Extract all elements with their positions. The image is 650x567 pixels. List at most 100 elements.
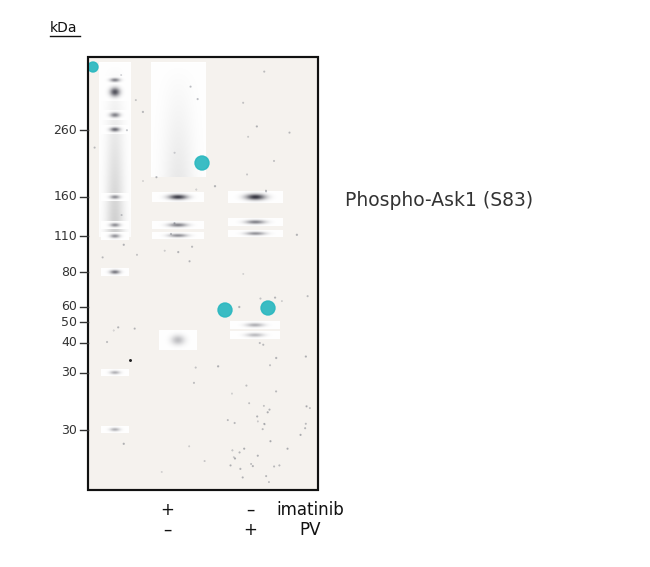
Point [118, 439, 129, 448]
Point [261, 187, 271, 196]
Point [238, 98, 248, 107]
Point [229, 452, 239, 462]
Point [261, 472, 271, 481]
Point [235, 448, 245, 457]
Point [191, 185, 202, 194]
Circle shape [261, 301, 275, 315]
Point [227, 389, 237, 398]
Point [184, 442, 194, 451]
Point [229, 418, 240, 428]
Point [98, 253, 108, 262]
Point [274, 461, 285, 470]
Point [170, 148, 180, 157]
Bar [88, 57, 318, 490]
Point [166, 230, 176, 239]
Point [129, 324, 140, 333]
Point [265, 437, 276, 446]
Text: imatinib: imatinib [276, 501, 344, 519]
Point [253, 451, 263, 460]
Point [269, 156, 280, 166]
Point [244, 399, 254, 408]
Text: –: – [162, 521, 171, 539]
Point [255, 338, 265, 348]
Point [151, 172, 162, 181]
Text: 110: 110 [53, 230, 77, 243]
Text: +: + [243, 521, 257, 539]
Bar [88, 57, 318, 490]
Point [238, 269, 248, 278]
Point [125, 356, 135, 365]
Text: 30: 30 [61, 366, 77, 379]
Point [210, 181, 220, 191]
Point [187, 242, 198, 251]
Point [227, 446, 238, 455]
Text: 30: 30 [61, 424, 77, 437]
Point [169, 219, 179, 228]
Point [102, 337, 112, 346]
Point [239, 444, 250, 453]
Point [213, 362, 224, 371]
Point [116, 70, 126, 79]
Point [90, 143, 100, 152]
Text: PV: PV [299, 521, 320, 539]
Circle shape [88, 62, 98, 72]
Point [257, 425, 268, 434]
Point [277, 297, 287, 306]
Point [185, 82, 196, 91]
Point [246, 459, 256, 468]
Text: Phospho-Ask1 (S83): Phospho-Ask1 (S83) [345, 191, 533, 209]
Point [271, 387, 281, 396]
Point [263, 408, 273, 417]
Point [235, 464, 246, 473]
Point [264, 477, 274, 486]
Text: –: – [246, 501, 254, 519]
Point [295, 430, 306, 439]
Point [282, 444, 293, 453]
Point [300, 419, 311, 428]
Point [122, 126, 132, 135]
Point [116, 210, 127, 219]
Point [302, 402, 312, 411]
Point [234, 302, 244, 311]
Point [259, 67, 270, 76]
Point [157, 467, 167, 476]
Point [241, 381, 252, 390]
Point [265, 405, 275, 414]
Point [305, 404, 315, 413]
Point [259, 420, 270, 429]
Circle shape [195, 156, 209, 170]
Point [229, 454, 240, 463]
Point [118, 240, 129, 249]
Text: +: + [160, 501, 174, 519]
Point [248, 462, 258, 471]
Point [301, 352, 311, 361]
Text: 40: 40 [61, 336, 77, 349]
Point [300, 424, 310, 433]
Text: 160: 160 [53, 191, 77, 204]
Point [131, 96, 141, 105]
Text: kDa: kDa [50, 21, 77, 35]
Point [243, 132, 254, 141]
Point [188, 378, 199, 387]
Point [173, 248, 183, 257]
Point [109, 326, 119, 335]
Point [269, 462, 280, 471]
Point [271, 353, 281, 362]
Point [302, 291, 313, 301]
Point [185, 257, 195, 266]
Point [252, 412, 263, 421]
Point [132, 250, 142, 259]
Text: 260: 260 [53, 124, 77, 137]
Point [253, 417, 263, 426]
Point [138, 176, 148, 185]
Point [138, 107, 148, 116]
Point [265, 361, 275, 370]
Text: 50: 50 [61, 315, 77, 328]
Point [237, 473, 248, 482]
Point [242, 170, 252, 179]
Point [226, 461, 236, 470]
Text: 60: 60 [61, 301, 77, 314]
Point [259, 420, 269, 429]
Point [200, 456, 210, 466]
Circle shape [218, 303, 232, 317]
